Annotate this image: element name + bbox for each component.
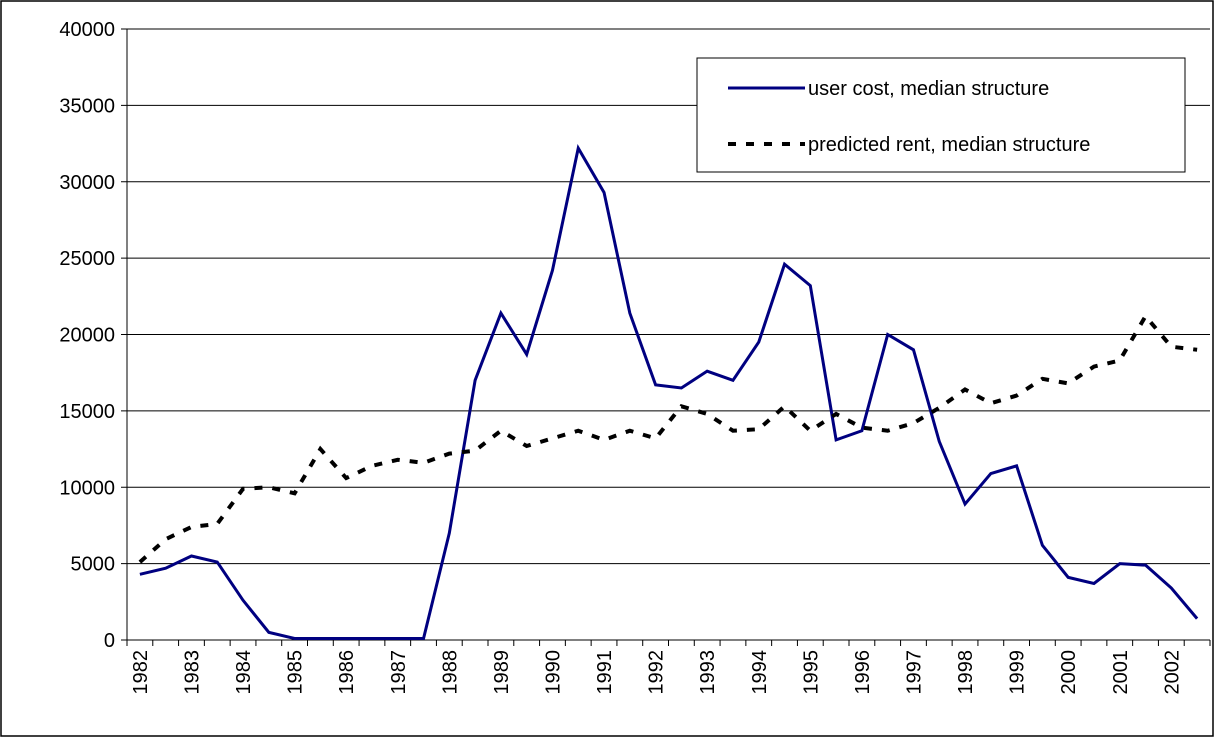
y-tick-label: 20000 [59,325,115,347]
x-tick-label: 1992 [646,650,668,695]
x-tick-label: 1982 [130,650,152,695]
x-tick-label: 1986 [336,650,358,695]
x-tick-label: 2002 [1161,650,1183,695]
x-tick-label: 1993 [697,650,719,695]
x-tick-label: 1984 [233,650,255,695]
legend-box [696,57,1186,173]
y-tick-label: 10000 [59,477,115,499]
x-tick-label: 1990 [542,650,564,695]
x-tick-label: 1995 [800,650,822,695]
y-tick-label: 0 [104,630,115,652]
legend-label: predicted rent, median structure [808,134,1090,156]
x-tick-label: 1988 [439,650,461,695]
series-line [139,144,1199,640]
x-tick-label: 1997 [903,650,925,695]
x-tick-label: 1998 [955,650,977,695]
y-tick-label: 25000 [59,248,115,270]
x-tick-label: 1989 [491,650,513,695]
y-tick-label: 30000 [59,172,115,194]
x-tick-label: 1999 [1007,650,1029,695]
x-tick-label: 1985 [285,650,307,695]
x-tick-label: 2001 [1110,650,1132,695]
y-tick-label: 35000 [59,95,115,117]
x-tick-label: 1996 [852,650,874,695]
legend-label: user cost, median structure [808,78,1049,100]
x-tick-label: 1994 [749,650,771,695]
x-tick-label: 1987 [388,650,410,695]
y-tick-label: 5000 [71,554,116,576]
x-tick-label: 1991 [594,650,616,695]
x-tick-label: 2000 [1058,650,1080,695]
x-tick-label: 1983 [181,650,203,695]
y-tick-label: 15000 [59,401,115,423]
y-tick-label: 40000 [59,19,115,41]
